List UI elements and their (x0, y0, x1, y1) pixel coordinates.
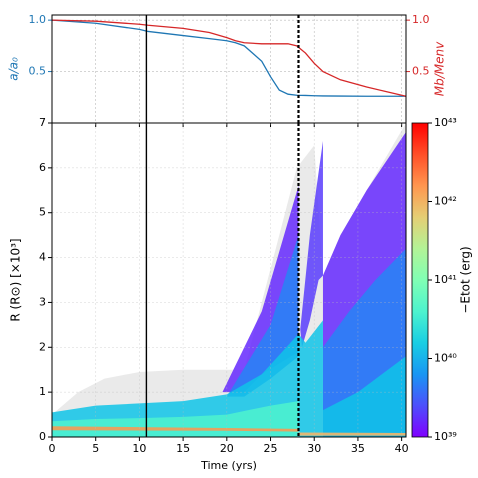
x-tick-label: 20 (220, 442, 234, 455)
colorbar-tick-label: 10³⁹ (434, 430, 457, 443)
y-tick-label: 4 (39, 251, 46, 264)
density-region (298, 432, 406, 436)
colorbar-tick-label: 10⁴² (434, 195, 457, 208)
x-axis-label: Time (yrs) (200, 459, 257, 472)
x-tick-label: 5 (92, 442, 99, 455)
x-tick-label: 35 (351, 442, 365, 455)
x-tick-label: 0 (49, 442, 56, 455)
y-axis-label: a/a₀ (7, 57, 21, 81)
x-tick-label: 15 (176, 442, 190, 455)
plot-frame (51, 14, 407, 124)
density-region (52, 426, 299, 432)
plot-frame (51, 122, 407, 438)
y-tick-label: 1.0 (29, 13, 47, 26)
y-tick-label: 5 (39, 206, 46, 219)
y-tick-label: 3 (39, 295, 46, 308)
density-region (52, 320, 323, 437)
y2-axis-label: Mb/Menv (433, 41, 447, 96)
colorbar-tick-label: 10⁴³ (434, 116, 457, 129)
x-tick-label: 30 (307, 442, 321, 455)
y-tick-label: 1 (39, 385, 46, 398)
y2-tick-label: 0.5 (412, 65, 430, 78)
x-tick-label: 40 (395, 442, 409, 455)
line (51, 19, 407, 97)
colorbar-label: −Etot (erg) (459, 246, 473, 313)
line (51, 19, 406, 97)
colorbar-tick-label: 10⁴¹ (434, 273, 457, 286)
y-tick-label: 0.5 (29, 65, 47, 78)
y-tick-label: 0 (39, 430, 46, 443)
x-tick-label: 25 (264, 442, 278, 455)
y-tick-label: 6 (39, 161, 46, 174)
density-region (322, 356, 406, 437)
colorbar-tick-label: 10⁴⁰ (434, 352, 457, 365)
colorbar (411, 122, 429, 438)
y-tick-label: 7 (39, 116, 46, 129)
y-axis-label: R (R⊙) [×10³] (9, 238, 23, 321)
x-tick-label: 10 (132, 442, 146, 455)
y2-tick-label: 1.0 (412, 13, 430, 26)
y-tick-label: 2 (39, 340, 46, 353)
density-region (300, 140, 323, 348)
